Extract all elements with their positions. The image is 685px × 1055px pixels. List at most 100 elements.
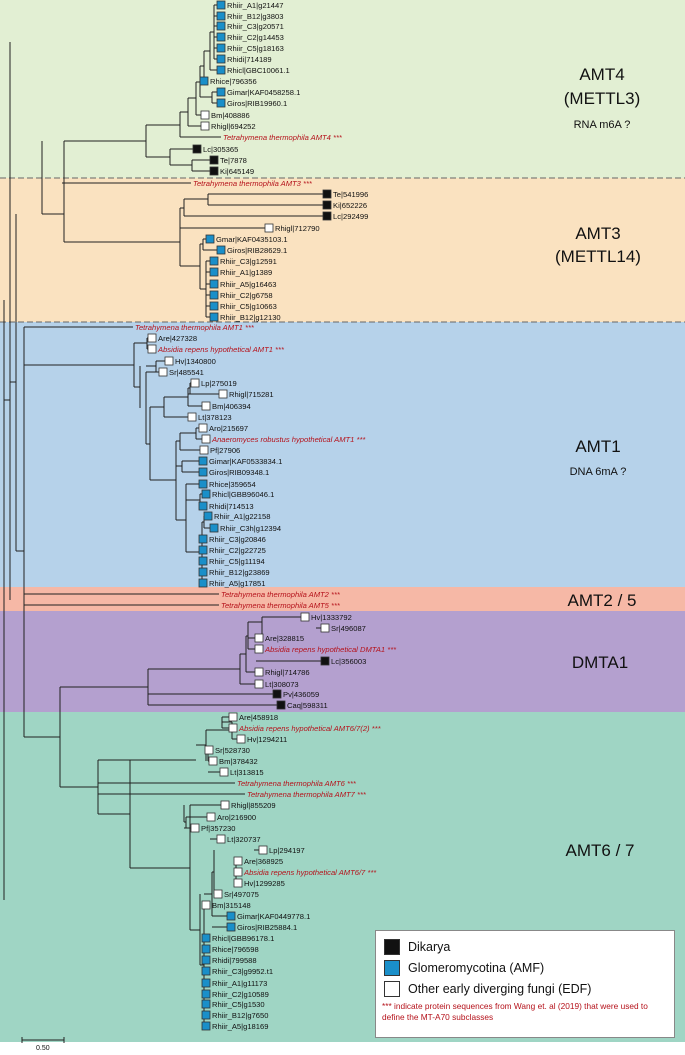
leaf-marker (322, 189, 332, 199)
leaf-marker (220, 800, 230, 810)
band-amt1 (0, 322, 685, 587)
leaf-marker (216, 54, 226, 64)
leaf-marker (322, 211, 332, 221)
leaf-marker (320, 623, 330, 633)
leaf-marker (158, 367, 168, 377)
leaf-label: Rhice|359654 (209, 480, 256, 489)
leaf-marker (216, 32, 226, 42)
leaf-label: Aro|215697 (209, 424, 248, 433)
leaf-label: Lt|308073 (265, 680, 299, 689)
leaf-marker (147, 344, 157, 354)
leaf-label: Rhigl|715281 (229, 390, 274, 399)
leaf-label: Are|427328 (158, 334, 197, 343)
leaf-marker (201, 434, 211, 444)
leaf-label: Rhigl|855209 (231, 801, 276, 810)
leaf-marker (198, 456, 208, 466)
leaf-marker (254, 667, 264, 677)
clade-function-amt1: DNA 6mA ? (570, 466, 627, 478)
leaf-label: Hv|1299285 (244, 879, 285, 888)
leaf-marker (198, 567, 208, 577)
leaf-label: Tetrahymena thermophila AMT2 *** (221, 590, 341, 599)
leaf-label: Caq|598311 (287, 701, 328, 710)
leaf-label: Giros|RIB25884.1 (237, 923, 297, 932)
leaf-marker (204, 745, 214, 755)
leaf-label: Rhiir_C2|g22725 (209, 546, 266, 555)
leaf-marker (200, 121, 210, 131)
band-amt4 (0, 0, 685, 178)
clade-title-dmta1: DMTA1 (572, 653, 628, 672)
leaf-label: Rhiir_A5|g17851 (209, 579, 265, 588)
leaf-marker (192, 144, 202, 154)
leaf-label: Lp|294197 (269, 846, 305, 855)
leaf-marker (233, 878, 243, 888)
leaf-marker (233, 856, 243, 866)
scale-bar (21, 1037, 65, 1043)
leaf-marker (187, 412, 197, 422)
leaf-marker (226, 911, 236, 921)
leaf-label: Are|368925 (244, 857, 283, 866)
leaf-marker (201, 999, 211, 1009)
band-amt25 (0, 587, 685, 611)
leaf-label: Rhiir_C3|g9952.t1 (212, 967, 273, 976)
leaf-label: Rhidi|714189 (227, 55, 272, 64)
leaf-label: Tetrahymena thermophila AMT6 *** (237, 779, 357, 788)
leaf-marker (254, 644, 264, 654)
leaf-marker (209, 267, 219, 277)
leaf-marker (190, 378, 200, 388)
leaf-marker (199, 445, 209, 455)
band-dmta1 (0, 611, 685, 712)
leaf-label: Rhiir_C2|g14453 (227, 33, 284, 42)
edf-swatch (384, 981, 400, 997)
leaf-label: Hv|1340800 (175, 357, 216, 366)
leaf-marker (201, 1021, 211, 1031)
leaf-label: Lt|320737 (227, 835, 261, 844)
leaf-label: Gimar|KAF0458258.1 (227, 88, 300, 97)
leaf-label: Bm|315148 (212, 901, 251, 910)
leaf-label: Rhiir_B12|g23869 (209, 568, 270, 577)
leaf-label: Lp|275019 (201, 379, 237, 388)
leaf-label: Rhice|796598 (212, 945, 259, 954)
leaf-label: Hv|1294211 (247, 735, 287, 744)
leaf-marker (209, 301, 219, 311)
leaf-label: Sr|497075 (224, 890, 259, 899)
leaf-marker (201, 944, 211, 954)
leaf-label: Gimar|KAF0533834.1 (209, 457, 282, 466)
leaf-label: Rhiir_C5|g18163 (227, 44, 284, 53)
leaf-label: Rhiir_A1|g11173 (212, 979, 267, 988)
leaf-marker (147, 333, 157, 343)
legend-note: *** indicate protein sequences from Wang… (382, 1001, 648, 1022)
leaf-marker (216, 87, 226, 97)
leaf-label: Rhiir_C3h|g12394 (220, 524, 281, 533)
clade-subtitle-amt3: (METTL14) (555, 247, 641, 266)
leaf-marker (205, 234, 215, 244)
leaf-marker (201, 1010, 211, 1020)
leaf-marker (206, 812, 216, 822)
leaf-label: Tetrahymena thermophila AMT7 *** (247, 790, 367, 799)
leaf-label: Rhicl|GBB96046.1 (212, 490, 274, 499)
leaf-marker (218, 389, 228, 399)
scale-label: 0.50 (36, 1045, 50, 1052)
leaf-label: Lc|305365 (203, 145, 238, 154)
leaf-marker (216, 21, 226, 31)
leaf-label: Rhicl|GBC10061.1 (227, 66, 290, 75)
leaf-label: Rhiir_A1|g1389 (220, 268, 272, 277)
leaf-label: Sr|528730 (215, 746, 250, 755)
clade-labels: AMT4 (METTL3) RNA m6A ? AMT3 (METTL14) AMT1 DN… (555, 65, 641, 860)
leaf-marker (164, 356, 174, 366)
leaf-marker (228, 723, 238, 733)
leaf-marker (190, 823, 200, 833)
legend-item-glomeromycotina: Glomeromycotina (AMF) (384, 958, 544, 978)
legend-label: Glomeromycotina (AMF) (408, 961, 545, 975)
leaf-marker (198, 501, 208, 511)
leaf-label: Rhiir_A1|g21447 (227, 1, 283, 10)
legend-item-dikarya: Dikarya (384, 937, 450, 957)
leaf-marker (216, 98, 226, 108)
leaf-marker (198, 578, 208, 588)
clade-subtitle-amt4: (METTL3) (564, 89, 641, 108)
leaf-label: Rhigl|712790 (275, 224, 320, 233)
leaf-label: Rhiir_C3|g20571 (227, 22, 284, 31)
leaf-label: Rhidi|714513 (209, 502, 254, 511)
leaf-marker (209, 155, 219, 165)
leaf-label: Te|541996 (333, 190, 368, 199)
